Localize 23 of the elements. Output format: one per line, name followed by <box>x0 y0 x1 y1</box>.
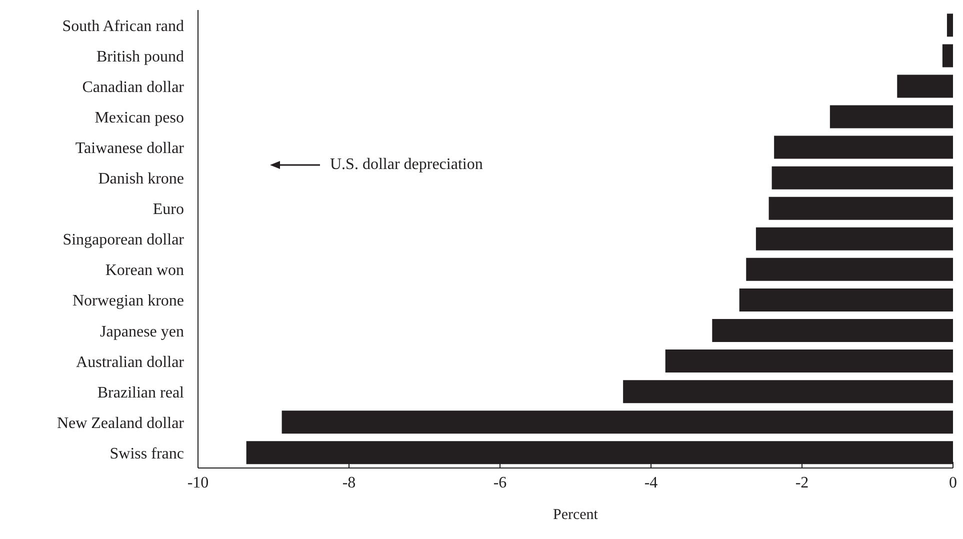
y-tick-label: Norwegian krone <box>72 292 184 310</box>
x-tick-label: -2 <box>795 474 809 492</box>
y-tick-label: Korean won <box>105 262 184 280</box>
y-tick-label: Taiwanese dollar <box>75 140 185 158</box>
y-tick-label: British pound <box>96 48 184 66</box>
annotation: U.S. dollar depreciation <box>330 156 483 174</box>
y-tick-label: Swiss franc <box>110 445 184 462</box>
x-tick-label: -6 <box>493 474 507 492</box>
x-axis-title: Percent <box>553 507 599 523</box>
y-tick-label: Singaporean dollar <box>62 232 185 249</box>
y-tick-label: Brazilian real <box>97 384 185 402</box>
y-tick-label: Japanese yen <box>100 323 184 340</box>
y-tick-label: Australian dollar <box>76 354 185 371</box>
y-tick-label: Danish krone <box>98 170 184 188</box>
x-tick-label: -8 <box>342 474 356 492</box>
y-tick-label: Euro <box>152 201 184 218</box>
x-tick-label: -4 <box>644 474 658 492</box>
y-tick-label: New Zealand dollar <box>56 414 185 432</box>
y-tick-label: South African rand <box>62 18 184 35</box>
x-tick-label: 0 <box>949 474 957 492</box>
x-tick-label: -10 <box>187 474 209 492</box>
y-tick-label: Mexican peso <box>94 110 184 127</box>
y-tick-label: Canadian dollar <box>82 79 185 96</box>
